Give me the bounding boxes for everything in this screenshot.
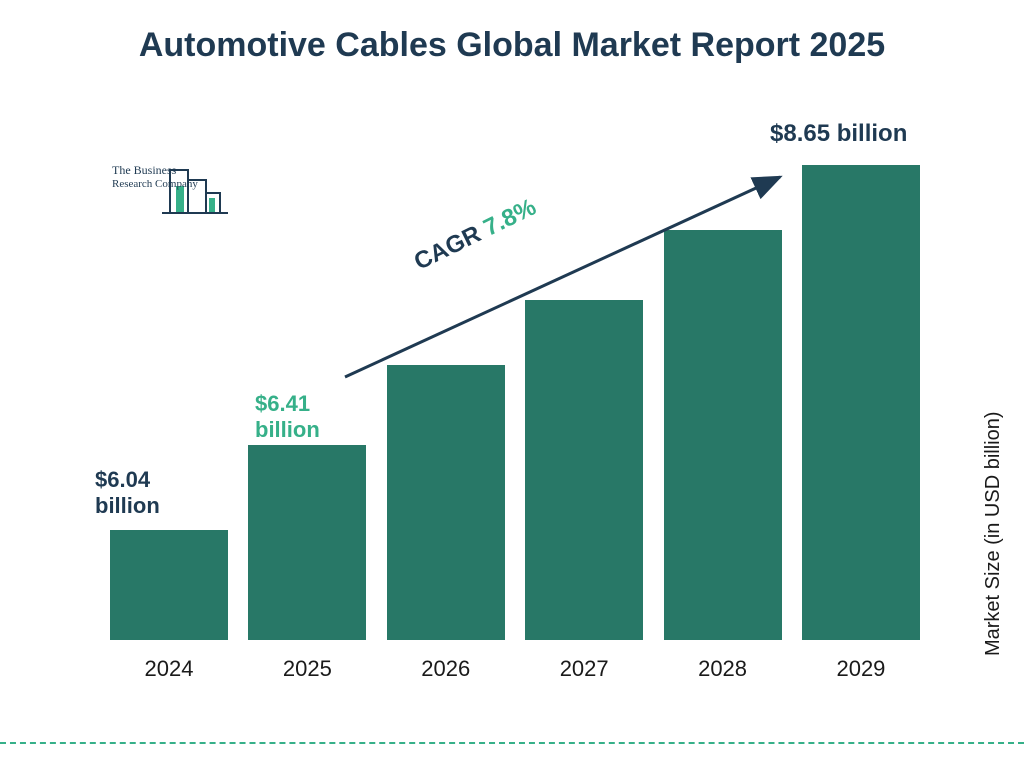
bar-2026 [387, 365, 505, 640]
y-axis-label: Market Size (in USD billion) [983, 412, 1006, 657]
callout-2025-l2: billion [255, 417, 320, 442]
xlabel-2028: 2028 [664, 656, 782, 682]
callout-2024-l2: billion [95, 493, 160, 518]
xlabel-2024: 2024 [110, 656, 228, 682]
cagr-arrow [340, 172, 800, 392]
bar-col-2026 [387, 365, 505, 640]
xlabel-2025: 2025 [248, 656, 366, 682]
bar-2024 [110, 530, 228, 640]
bottom-divider [0, 742, 1024, 744]
x-axis-labels: 2024 2025 2026 2027 2028 2029 [100, 656, 930, 682]
xlabel-2029: 2029 [802, 656, 920, 682]
callout-2025: $6.41 billion [255, 391, 320, 444]
callout-2025-l1: $6.41 [255, 391, 310, 416]
bar-2029 [802, 165, 920, 640]
xlabel-2027: 2027 [525, 656, 643, 682]
bar-col-2025 [248, 445, 366, 640]
callout-2024: $6.04 billion [95, 467, 160, 520]
callout-2024-l1: $6.04 [95, 467, 150, 492]
bar-col-2024 [110, 530, 228, 640]
xlabel-2026: 2026 [387, 656, 505, 682]
bar-2025 [248, 445, 366, 640]
callout-2029: $8.65 billion [770, 120, 907, 149]
bar-col-2029 [802, 165, 920, 640]
chart-title: Automotive Cables Global Market Report 2… [0, 24, 1024, 67]
